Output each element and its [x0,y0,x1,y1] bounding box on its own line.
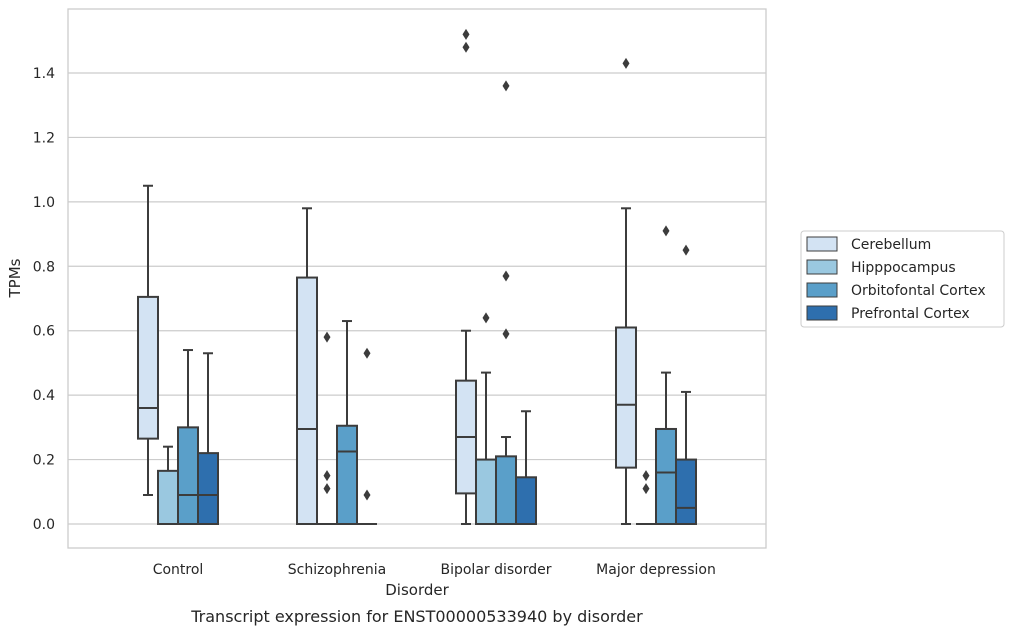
legend-label: Orbitofontal Cortex [851,283,986,299]
box-orbitofontal-cortex [655,225,677,526]
y-tick-label: 1.0 [33,195,55,211]
outlier-point [662,225,670,237]
box-body [675,458,697,526]
legend-swatch [806,236,838,252]
outlier-point [502,80,510,92]
box-body [615,326,637,469]
outlier-point [363,489,371,501]
box-plot-marks [137,28,697,526]
outlier-point [323,483,331,495]
box-cerebellum [455,28,477,525]
box-body [495,455,517,526]
legend-frame [800,230,1005,328]
box-cerebellum [615,57,637,525]
box-body [515,476,537,525]
x-tick-label: Control [153,562,204,578]
y-axis-title: TPMs [6,258,24,298]
outlier-point [642,470,650,482]
x-axis-ticks: Control Schizophrenia Bipolar disorder Majo… [153,562,716,578]
box-prefrontal-cortex [675,244,697,526]
box-cerebellum [137,184,159,497]
box-orbitofontal-cortex [336,320,358,525]
y-tick-label: 0.2 [33,453,55,469]
x-tick-label: Schizophrenia [288,562,386,578]
y-tick-label: 0.8 [33,259,55,275]
legend-swatch [806,282,838,298]
outlier-point [622,57,630,69]
box-hipppocampus [317,331,337,525]
box-prefrontal-cortex [357,347,377,525]
x-tick-label: Major depression [596,562,716,578]
box-body [177,426,199,526]
y-tick-label: 1.4 [33,66,55,82]
box-body [137,295,159,440]
outlier-point [462,28,470,40]
y-tick-label: 0.6 [33,324,55,340]
x-tick-label: Bipolar disorder [440,562,551,578]
plot-area-frame [67,8,767,549]
box-hipppocampus [636,470,656,525]
y-tick-label: 1.2 [33,130,55,146]
box-hipppocampus [157,445,179,526]
y-tick-label: 0.0 [33,517,55,533]
box-body [296,276,318,525]
chart-caption: Transcript expression for ENST0000053394… [190,607,643,626]
legend-label: Hipppocampus [851,260,956,276]
box-prefrontal-cortex [515,410,537,525]
outlier-point [502,328,510,340]
outlier-point [482,312,490,324]
legend: Cerebellum Hipppocampus Orbitofontal Corte… [800,230,1005,328]
outlier-point [323,470,331,482]
box-orbitofontal-cortex [495,80,517,526]
legend-swatch [806,305,838,321]
outlier-point [502,270,510,282]
legend-swatch [806,259,838,275]
legend-label: Prefrontal Cortex [851,306,970,322]
y-axis-ticks: 0.0 0.2 0.4 0.6 0.8 1.0 1.2 1.4 [33,66,55,533]
box-body [655,427,677,526]
x-axis-title: Disorder [385,581,449,599]
box-body [336,424,358,525]
box-body [157,469,179,526]
outlier-point [642,483,650,495]
y-tick-label: 0.4 [33,388,55,404]
outlier-point [363,347,371,359]
outlier-point [682,244,690,256]
box-body [197,452,219,525]
legend-label: Cerebellum [851,237,931,253]
outlier-point [462,41,470,53]
box-cerebellum [296,207,318,525]
box-orbitofontal-cortex [177,349,199,526]
box-body [475,458,497,526]
outlier-point [323,331,331,343]
box-prefrontal-cortex [197,352,219,525]
box-hipppocampus [475,312,497,526]
